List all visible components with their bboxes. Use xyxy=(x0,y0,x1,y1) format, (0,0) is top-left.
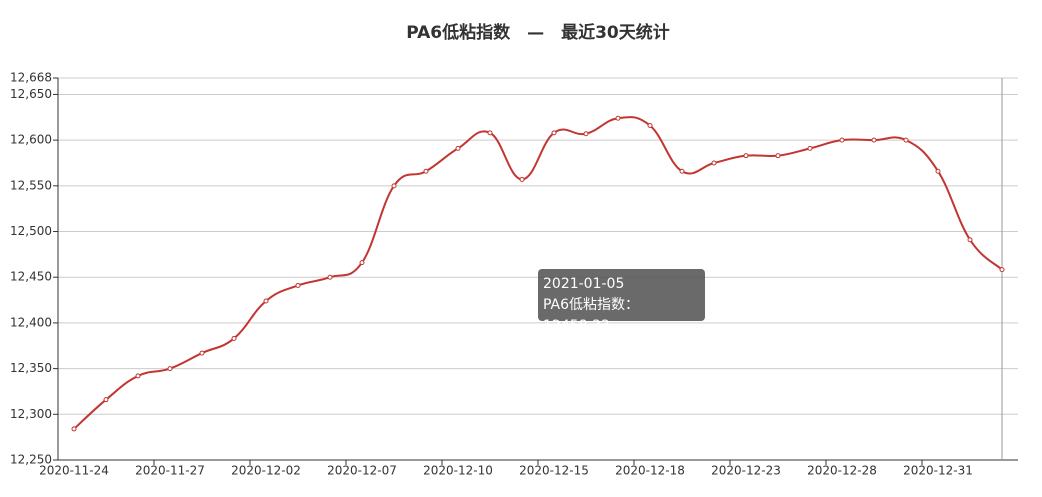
point xyxy=(999,267,1005,273)
y-tick-label: 12,650 xyxy=(10,87,52,101)
x-tick-label: 2020-11-27 xyxy=(135,464,205,478)
point xyxy=(359,260,365,266)
tooltip-text: PA6低粘指数：12458.33 xyxy=(543,297,640,334)
point xyxy=(743,153,749,159)
y-tick-label: 12,250 xyxy=(10,453,52,467)
point xyxy=(135,373,141,379)
point xyxy=(103,397,109,403)
y-tick-label: 12,600 xyxy=(10,133,52,147)
point xyxy=(487,130,493,136)
tooltip-date: 2021-01-05 xyxy=(543,276,625,292)
y-tick-label: 12,550 xyxy=(10,178,52,192)
y-tick-label: 12,400 xyxy=(10,315,52,329)
point xyxy=(71,426,77,432)
x-tick-label: 2020-12-07 xyxy=(327,464,397,478)
point xyxy=(839,137,845,143)
x-tick-label: 2020-12-15 xyxy=(519,464,589,478)
point xyxy=(903,137,909,143)
x-tick-label: 2020-12-23 xyxy=(711,464,781,478)
x-tick-label: 2020-12-28 xyxy=(807,464,877,478)
point xyxy=(231,335,237,341)
point xyxy=(679,168,685,174)
point xyxy=(871,137,877,143)
y-tick-label: 12,668 xyxy=(10,71,52,85)
point xyxy=(519,176,525,182)
point xyxy=(775,153,781,159)
x-tick-label: 2020-12-02 xyxy=(231,464,301,478)
y-tick-label: 12,300 xyxy=(10,407,52,421)
x-tick-label: 2020-11-24 xyxy=(39,464,109,478)
tooltip: 2021-01-05 PA6低粘指数：12458.33 xyxy=(538,269,705,334)
point xyxy=(199,350,205,356)
point xyxy=(423,168,429,174)
chart-title: PA6低粘指数 — 最近30天统计 xyxy=(406,22,670,43)
point xyxy=(391,183,397,189)
point xyxy=(583,131,589,137)
x-tick-label: 2020-12-10 xyxy=(423,464,493,478)
point xyxy=(551,130,557,136)
x-tick-label: 2020-12-18 xyxy=(615,464,685,478)
point xyxy=(647,123,653,129)
point xyxy=(327,274,333,280)
point xyxy=(711,160,717,166)
x-tick-label: 2020-12-31 xyxy=(903,464,973,478)
y-tick-label: 12,500 xyxy=(10,224,52,238)
point xyxy=(167,366,173,372)
point xyxy=(615,115,621,121)
point xyxy=(967,237,973,243)
point xyxy=(295,282,301,288)
point xyxy=(807,145,813,151)
y-tick-label: 12,350 xyxy=(10,361,52,375)
y-tick-label: 12,450 xyxy=(10,270,52,284)
point xyxy=(935,168,941,174)
point xyxy=(263,298,269,304)
point xyxy=(455,145,461,151)
